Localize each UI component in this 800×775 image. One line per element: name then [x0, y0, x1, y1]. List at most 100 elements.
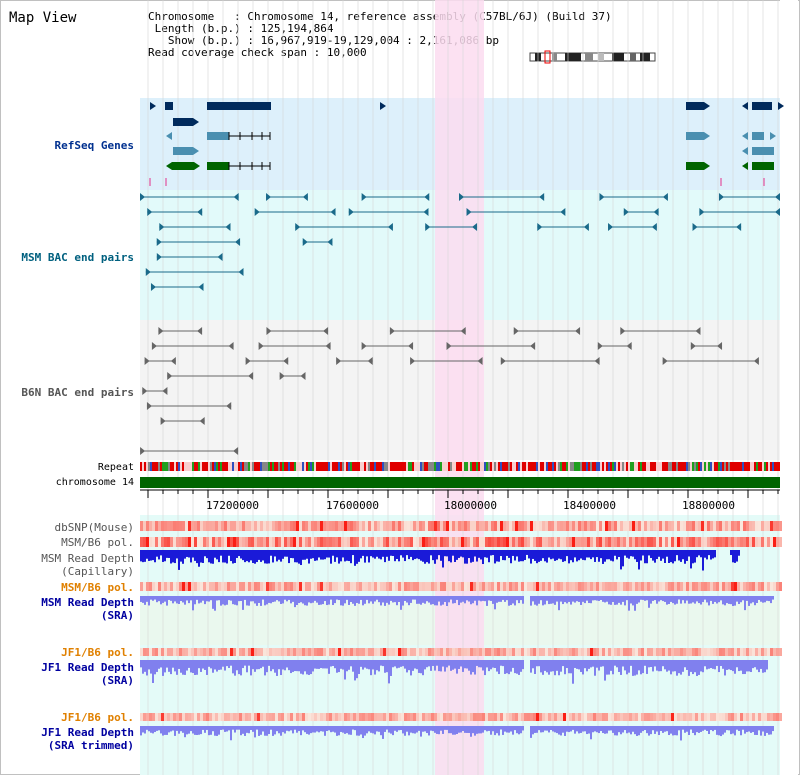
depth-bar — [626, 596, 628, 601]
repeat-element — [272, 462, 274, 471]
pol-cell — [287, 648, 290, 656]
repeat-element — [752, 462, 754, 471]
depth-bar — [476, 660, 478, 666]
gene-block — [686, 132, 704, 140]
repeat-element — [718, 462, 720, 471]
pol-cell — [752, 582, 755, 591]
pol-cell — [539, 582, 542, 591]
depth-bar — [174, 660, 176, 672]
depth-bar — [148, 660, 150, 670]
pol-cell — [362, 713, 365, 721]
track-label-refseq[interactable]: RefSeq Genes — [54, 139, 134, 152]
depth-bar — [214, 550, 216, 558]
pol-cell — [689, 582, 692, 591]
pol-cell — [200, 537, 203, 547]
depth-bar — [764, 596, 766, 603]
depth-bar — [156, 660, 158, 672]
repeat-element — [302, 462, 304, 471]
depth-bar — [748, 660, 750, 672]
msm-bac-end — [225, 223, 231, 231]
depth-bar — [654, 726, 656, 734]
track-label-msm-depth-cap[interactable]: MSM Read Depth (Capillary) — [4, 552, 134, 578]
depth-bar — [180, 660, 182, 673]
track-label-jf1-depth-trim[interactable]: JF1 Read Depth (SRA trimmed) — [4, 726, 134, 752]
depth-bar — [652, 596, 654, 601]
pol-cell — [494, 537, 497, 547]
depth-bar — [394, 726, 396, 731]
depth-bar — [254, 550, 256, 564]
track-label-jf1-b6-pol-sra[interactable]: JF1/B6 pol. — [61, 646, 134, 659]
depth-bar — [364, 550, 366, 563]
depth-bar — [642, 660, 644, 674]
pol-cell — [227, 537, 230, 547]
depth-bar — [756, 660, 758, 670]
pol-cell — [323, 648, 326, 656]
depth-bar — [440, 550, 442, 561]
repeat-element — [646, 462, 648, 471]
pol-cell — [284, 582, 287, 591]
pol-cell — [230, 713, 233, 721]
depth-bar — [366, 660, 368, 669]
depth-bar — [362, 726, 364, 739]
depth-bar — [330, 550, 332, 564]
repeat-element — [520, 462, 522, 471]
repeat-element — [396, 462, 398, 471]
depth-bar — [332, 596, 334, 606]
depth-bar — [202, 596, 204, 601]
depth-bar — [276, 596, 278, 601]
repeat-element — [714, 462, 716, 471]
pol-cell — [659, 521, 662, 531]
depth-bar — [142, 550, 144, 563]
depth-bar — [496, 596, 498, 603]
track-label-msm-depth-sra[interactable]: MSM Read Depth (SRA) — [4, 596, 134, 622]
depth-bar — [210, 550, 212, 564]
pol-cell — [149, 648, 152, 656]
track-label-msm-b6-pol-cap[interactable]: MSM/B6 pol. — [61, 536, 134, 549]
depth-bar — [734, 726, 736, 736]
track-label-dbsnp[interactable]: dbSNP(Mouse) — [54, 521, 134, 534]
pol-cell — [365, 521, 368, 531]
repeat-element — [156, 462, 158, 471]
track-label-msm-bac[interactable]: MSM BAC end pairs — [21, 251, 134, 264]
depth-bar — [340, 726, 342, 732]
depth-bar — [326, 596, 328, 606]
depth-bar — [708, 550, 710, 556]
track-label-msm-b6-pol-sra[interactable]: MSM/B6 pol. — [61, 581, 134, 594]
repeat-element — [368, 462, 370, 471]
msm-bac-end — [458, 193, 464, 201]
track-label-jf1-b6-pol-trim[interactable]: JF1/B6 pol. — [61, 711, 134, 724]
depth-bar — [710, 660, 712, 669]
depth-bar — [430, 550, 432, 556]
depth-bar — [424, 726, 426, 732]
depth-bar — [226, 550, 228, 564]
depth-bar — [224, 726, 226, 732]
depth-bar — [540, 726, 542, 733]
gene-arrow — [150, 102, 156, 110]
track-label-jf1-depth-sra[interactable]: JF1 Read Depth (SRA) — [4, 661, 134, 687]
depth-bar — [326, 726, 328, 732]
depth-bar — [320, 596, 322, 605]
repeat-element — [422, 462, 424, 471]
depth-bar — [432, 550, 434, 561]
pol-cell — [407, 582, 410, 591]
repeat-element — [464, 462, 466, 471]
depth-bar — [404, 550, 406, 562]
b6n-bac-end — [167, 372, 173, 380]
pol-cell — [497, 713, 500, 721]
pol-cell — [443, 713, 446, 721]
depth-bar — [546, 726, 548, 731]
b6n-bac-end — [233, 447, 239, 455]
repeat-element — [186, 462, 188, 471]
depth-bar — [396, 726, 398, 732]
pol-cell — [422, 537, 425, 547]
track-label-b6n-bac[interactable]: B6N BAC end pairs — [21, 386, 134, 399]
pol-cell — [257, 648, 260, 656]
depth-bar — [356, 550, 358, 564]
pol-cell — [512, 537, 515, 547]
repeat-element — [558, 462, 560, 471]
track-label-chromosome[interactable]: chromosome 14 — [55, 477, 134, 488]
depth-bar — [432, 596, 434, 605]
track-label-repeat[interactable]: Repeat — [97, 462, 134, 473]
pol-cell — [737, 537, 740, 547]
